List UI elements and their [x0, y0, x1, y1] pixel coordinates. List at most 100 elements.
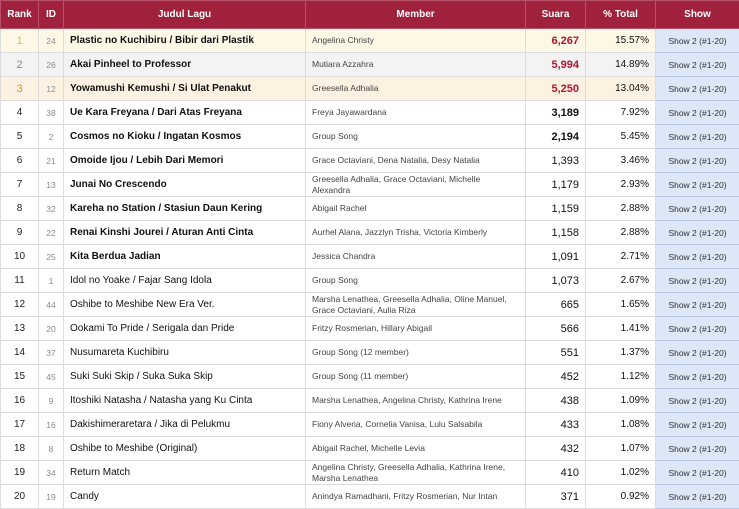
member-names: Group Song	[312, 131, 358, 142]
rank-cell: 4	[0, 100, 39, 125]
song-title-cell: Dakishimeraretara / Jika di Pelukmu	[63, 412, 306, 437]
table-row: 8 32 Kareha no Station / Stasiun Daun Keri…	[0, 196, 739, 221]
show-link[interactable]: Show 2 (#1-20)	[655, 220, 739, 245]
show-link[interactable]: Show 2 (#1-20)	[655, 436, 739, 461]
member-cell: Grace Octaviani, Dena Natalia, Desy Nata…	[305, 148, 526, 173]
votes-cell: 432	[525, 436, 586, 461]
table-row: 4 38 Ue Kara Freyana / Dari Atas Freyana Fr…	[0, 100, 739, 125]
show-link[interactable]: Show 2 (#1-20)	[655, 484, 739, 509]
song-id-cell: 19	[38, 484, 64, 509]
show-link[interactable]: Show 2 (#1-20)	[655, 388, 739, 413]
song-title-cell: Renai Kinshi Jourei / Aturan Anti Cinta	[63, 220, 306, 245]
votes-cell: 5,994	[525, 52, 586, 77]
rank-cell: 13	[0, 316, 39, 341]
percent-cell: 7.92%	[585, 100, 656, 125]
song-title-cell: Kareha no Station / Stasiun Daun Kering	[63, 196, 306, 221]
song-title-cell: Kita Berdua Jadian	[63, 244, 306, 269]
show-link[interactable]: Show 2 (#1-20)	[655, 148, 739, 173]
percent-cell: 1.02%	[585, 460, 656, 485]
show-link[interactable]: Show 2 (#1-20)	[655, 460, 739, 485]
member-names: Fiony Alveria, Cornelia Vanisa, Lulu Sal…	[312, 419, 483, 430]
votes-cell: 6,267	[525, 28, 586, 53]
show-link[interactable]: Show 2 (#1-20)	[655, 412, 739, 437]
member-names: Mutiara Azzahra	[312, 59, 374, 70]
member-cell: Group Song (11 member)	[305, 364, 526, 389]
show-link[interactable]: Show 2 (#1-20)	[655, 292, 739, 317]
votes-cell: 665	[525, 292, 586, 317]
show-link[interactable]: Show 2 (#1-20)	[655, 364, 739, 389]
rank-cell: 19	[0, 460, 39, 485]
percent-cell: 2.88%	[585, 196, 656, 221]
rank-cell: 20	[0, 484, 39, 509]
table-row: 12 44 Oshibe to Meshibe New Era Ver. Marsha…	[0, 292, 739, 317]
show-link[interactable]: Show 2 (#1-20)	[655, 28, 739, 53]
member-names: Angelina Christy, Greesella Adhalia, Kat…	[312, 462, 506, 483]
votes-cell: 5,250	[525, 76, 586, 101]
member-names: Group Song (11 member)	[312, 371, 409, 382]
member-cell: Abigail Rachel	[305, 196, 526, 221]
member-cell: Marsha Lenathea, Angelina Christy, Kathr…	[305, 388, 526, 413]
show-link[interactable]: Show 2 (#1-20)	[655, 172, 739, 197]
song-id-cell: 12	[38, 76, 64, 101]
percent-cell: 2.93%	[585, 172, 656, 197]
table-body: 1 24 Plastic no Kuchibiru / Bibir dari Pla…	[0, 28, 739, 509]
votes-cell: 1,159	[525, 196, 586, 221]
votes-cell: 1,179	[525, 172, 586, 197]
show-link[interactable]: Show 2 (#1-20)	[655, 340, 739, 365]
votes-cell: 3,189	[525, 100, 586, 125]
member-cell: Jessica Chandra	[305, 244, 526, 269]
song-id-cell: 16	[38, 412, 64, 437]
percent-cell: 14.89%	[585, 52, 656, 77]
rank-cell: 7	[0, 172, 39, 197]
show-link[interactable]: Show 2 (#1-20)	[655, 100, 739, 125]
song-title-cell: Cosmos no Kioku / Ingatan Kosmos	[63, 124, 306, 149]
rank-cell: 16	[0, 388, 39, 413]
song-title-cell: Itoshiki Natasha / Natasha yang Ku Cinta	[63, 388, 306, 413]
member-cell: Group Song	[305, 268, 526, 293]
song-title-cell: Return Match	[63, 460, 306, 485]
member-names: Abigail Rachel	[312, 203, 367, 214]
song-title-cell: Akai Pinheel to Professor	[63, 52, 306, 77]
header-row: Rank ID Judul Lagu Member Suara % Total …	[0, 0, 739, 29]
member-names: Freya Jayawardana	[312, 107, 387, 118]
show-link[interactable]: Show 2 (#1-20)	[655, 196, 739, 221]
song-title-cell: Ookami To Pride / Serigala dan Pride	[63, 316, 306, 341]
member-names: Greesella Adhalia	[312, 83, 379, 94]
show-link[interactable]: Show 2 (#1-20)	[655, 124, 739, 149]
show-link[interactable]: Show 2 (#1-20)	[655, 52, 739, 77]
member-names: Fritzy Rosmerian, Hillary Abigail	[312, 323, 432, 334]
percent-cell: 1.65%	[585, 292, 656, 317]
percent-cell: 1.37%	[585, 340, 656, 365]
song-id-cell: 45	[38, 364, 64, 389]
show-link[interactable]: Show 2 (#1-20)	[655, 244, 739, 269]
song-title-cell: Suki Suki Skip / Suka Suka Skip	[63, 364, 306, 389]
percent-cell: 2.71%	[585, 244, 656, 269]
table-row: 1 24 Plastic no Kuchibiru / Bibir dari Pla…	[0, 28, 739, 53]
member-names: Angelina Christy	[312, 35, 374, 46]
member-names: Marsha Lenathea, Greesella Adhalia, Olin…	[312, 294, 507, 315]
votes-cell: 566	[525, 316, 586, 341]
member-cell: Greesella Adhalia, Grace Octaviani, Mich…	[305, 172, 526, 197]
song-title-cell: Junai No Crescendo	[63, 172, 306, 197]
member-names: Group Song (12 member)	[312, 347, 409, 358]
rank-cell: 14	[0, 340, 39, 365]
votes-cell: 371	[525, 484, 586, 509]
percent-cell: 3.46%	[585, 148, 656, 173]
show-link[interactable]: Show 2 (#1-20)	[655, 316, 739, 341]
show-link[interactable]: Show 2 (#1-20)	[655, 76, 739, 101]
rank-cell: 6	[0, 148, 39, 173]
song-id-cell: 22	[38, 220, 64, 245]
show-link[interactable]: Show 2 (#1-20)	[655, 268, 739, 293]
percent-cell: 1.07%	[585, 436, 656, 461]
member-names: Group Song	[312, 275, 358, 286]
column-header-member: Member	[305, 0, 526, 29]
percent-cell: 2.67%	[585, 268, 656, 293]
member-cell: Greesella Adhalia	[305, 76, 526, 101]
member-names: Anindya Ramadhani, Fritzy Rosmerian, Nur…	[312, 491, 498, 502]
song-id-cell: 13	[38, 172, 64, 197]
votes-cell: 551	[525, 340, 586, 365]
song-title-cell: Yowamushi Kemushi / Si Ulat Penakut	[63, 76, 306, 101]
table-row: 15 45 Suki Suki Skip / Suka Suka Skip Group…	[0, 364, 739, 389]
votes-cell: 1,158	[525, 220, 586, 245]
